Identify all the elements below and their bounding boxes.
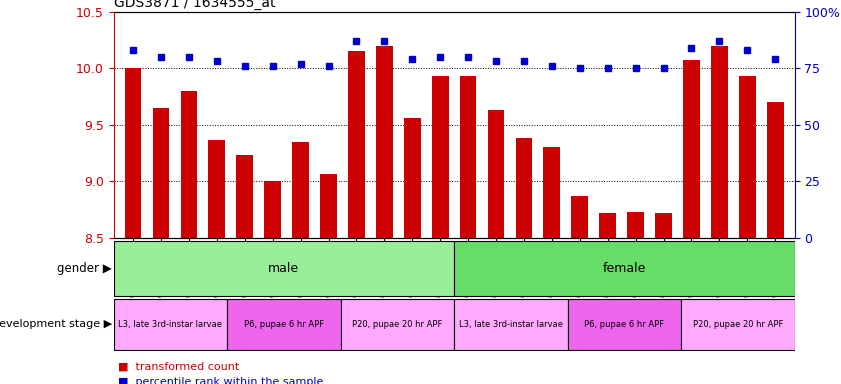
Bar	[739, 76, 756, 238]
Text: gender ▶: gender ▶	[57, 262, 112, 275]
Bar	[454, 299, 568, 350]
Bar	[264, 182, 281, 238]
Bar	[627, 212, 644, 238]
Text: male: male	[268, 262, 299, 275]
Bar	[181, 91, 198, 238]
Bar	[683, 60, 700, 238]
Text: L3, late 3rd-instar larvae: L3, late 3rd-instar larvae	[119, 320, 222, 329]
Bar	[292, 142, 309, 238]
Bar	[209, 139, 225, 238]
Bar	[376, 46, 393, 238]
Text: P6, pupae 6 hr APF: P6, pupae 6 hr APF	[244, 320, 324, 329]
Bar	[655, 213, 672, 238]
Text: P20, pupae 20 hr APF: P20, pupae 20 hr APF	[693, 320, 783, 329]
Bar	[600, 213, 616, 238]
Bar	[152, 108, 169, 238]
Text: P20, pupae 20 hr APF: P20, pupae 20 hr APF	[352, 320, 442, 329]
Text: GDS3871 / 1634555_at: GDS3871 / 1634555_at	[114, 0, 275, 10]
Text: development stage ▶: development stage ▶	[0, 319, 112, 329]
Bar	[711, 46, 727, 238]
Bar	[568, 299, 681, 350]
Bar	[543, 147, 560, 238]
Bar	[431, 76, 448, 238]
Bar	[124, 68, 141, 238]
Text: female: female	[603, 262, 646, 275]
Bar	[488, 110, 505, 238]
Bar	[114, 241, 454, 296]
Bar	[454, 241, 795, 296]
Bar	[460, 76, 477, 238]
Text: ■  percentile rank within the sample: ■ percentile rank within the sample	[118, 377, 323, 384]
Bar	[320, 174, 337, 238]
Text: L3, late 3rd-instar larvae: L3, late 3rd-instar larvae	[459, 320, 563, 329]
Bar	[227, 299, 341, 350]
Bar	[681, 299, 795, 350]
Bar	[341, 299, 454, 350]
Bar	[404, 118, 420, 238]
Bar	[516, 138, 532, 238]
Bar	[767, 102, 784, 238]
Text: ■  transformed count: ■ transformed count	[118, 362, 239, 372]
Bar	[236, 156, 253, 238]
Bar	[114, 299, 227, 350]
Bar	[348, 51, 365, 238]
Text: P6, pupae 6 hr APF: P6, pupae 6 hr APF	[584, 320, 664, 329]
Bar	[571, 196, 588, 238]
